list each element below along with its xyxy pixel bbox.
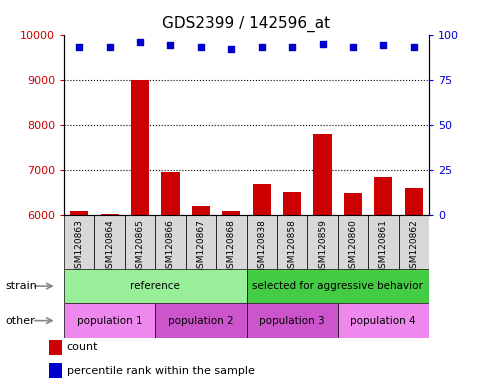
Bar <box>155 303 246 338</box>
Text: GSM120866: GSM120866 <box>166 219 175 274</box>
Bar <box>95 215 125 269</box>
Bar <box>155 215 186 269</box>
Text: population 2: population 2 <box>168 316 234 326</box>
Bar <box>307 215 338 269</box>
Text: GSM120867: GSM120867 <box>196 219 206 274</box>
Bar <box>222 212 241 384</box>
Text: GSM120858: GSM120858 <box>287 219 297 274</box>
Point <box>167 42 175 48</box>
Bar <box>64 269 246 303</box>
Point <box>106 44 113 50</box>
Bar <box>125 215 155 269</box>
Bar <box>246 303 338 338</box>
Bar <box>277 215 307 269</box>
Bar <box>246 269 429 303</box>
Text: population 4: population 4 <box>351 316 416 326</box>
Bar <box>283 192 301 384</box>
Bar <box>49 340 62 355</box>
Bar <box>368 215 398 269</box>
Bar <box>344 194 362 384</box>
Bar <box>161 172 179 384</box>
Bar <box>398 215 429 269</box>
Text: population 1: population 1 <box>77 316 142 326</box>
Point <box>136 39 144 45</box>
Point <box>410 44 418 50</box>
Bar <box>70 210 88 384</box>
Bar <box>216 215 246 269</box>
Bar <box>192 206 210 384</box>
Text: reference: reference <box>130 281 180 291</box>
Bar <box>131 80 149 384</box>
Text: GSM120860: GSM120860 <box>349 219 357 274</box>
Point <box>75 44 83 50</box>
Bar <box>252 184 271 384</box>
Bar <box>374 177 392 384</box>
Bar <box>338 215 368 269</box>
Point <box>288 44 296 50</box>
Point <box>380 42 387 48</box>
Bar <box>405 188 423 384</box>
Point <box>227 46 235 52</box>
Text: selected for aggressive behavior: selected for aggressive behavior <box>252 281 423 291</box>
Bar <box>314 134 332 384</box>
Bar <box>49 363 62 378</box>
Text: GSM120863: GSM120863 <box>75 219 84 274</box>
Text: GDS2399 / 142596_at: GDS2399 / 142596_at <box>162 15 331 31</box>
Point <box>349 44 357 50</box>
Text: GSM120865: GSM120865 <box>136 219 144 274</box>
Text: GSM120862: GSM120862 <box>409 219 418 274</box>
Point <box>318 41 326 47</box>
Text: GSM120864: GSM120864 <box>105 219 114 274</box>
Text: count: count <box>67 342 98 352</box>
Text: percentile rank within the sample: percentile rank within the sample <box>67 366 254 376</box>
Point <box>197 44 205 50</box>
Text: GSM120838: GSM120838 <box>257 219 266 274</box>
Bar <box>101 214 119 384</box>
Bar <box>64 303 155 338</box>
Bar <box>186 215 216 269</box>
Bar <box>64 215 95 269</box>
Text: GSM120861: GSM120861 <box>379 219 388 274</box>
Text: other: other <box>5 316 35 326</box>
Bar <box>338 303 429 338</box>
Text: GSM120859: GSM120859 <box>318 219 327 274</box>
Text: GSM120868: GSM120868 <box>227 219 236 274</box>
Text: strain: strain <box>5 281 37 291</box>
Point <box>258 44 266 50</box>
Bar <box>246 215 277 269</box>
Text: population 3: population 3 <box>259 316 325 326</box>
